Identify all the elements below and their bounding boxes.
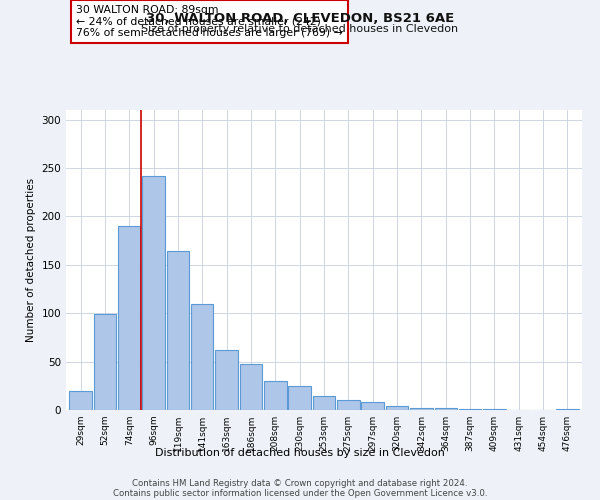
Bar: [483, 409, 506, 410]
Bar: [70, 390, 92, 410]
Bar: [264, 381, 287, 410]
Text: Contains HM Land Registry data © Crown copyright and database right 2024.: Contains HM Land Registry data © Crown c…: [132, 480, 468, 488]
Bar: [313, 396, 335, 410]
Text: Contains public sector information licensed under the Open Government Licence v3: Contains public sector information licen…: [113, 490, 487, 498]
Bar: [240, 364, 262, 410]
Text: 30, WALTON ROAD, CLEVEDON, BS21 6AE: 30, WALTON ROAD, CLEVEDON, BS21 6AE: [146, 12, 454, 26]
Bar: [386, 406, 408, 410]
Bar: [191, 304, 214, 410]
Bar: [215, 350, 238, 410]
Bar: [142, 176, 165, 410]
Bar: [94, 314, 116, 410]
Bar: [459, 409, 481, 410]
Text: Distribution of detached houses by size in Clevedon: Distribution of detached houses by size …: [155, 448, 445, 458]
Bar: [410, 408, 433, 410]
Bar: [118, 226, 140, 410]
Text: Size of property relative to detached houses in Clevedon: Size of property relative to detached ho…: [142, 24, 458, 34]
Bar: [434, 408, 457, 410]
Text: 30 WALTON ROAD: 89sqm
← 24% of detached houses are smaller (242)
76% of semi-det: 30 WALTON ROAD: 89sqm ← 24% of detached …: [76, 5, 343, 38]
Bar: [289, 386, 311, 410]
Bar: [361, 402, 384, 410]
Y-axis label: Number of detached properties: Number of detached properties: [26, 178, 36, 342]
Bar: [556, 409, 578, 410]
Bar: [167, 252, 189, 410]
Bar: [337, 400, 359, 410]
